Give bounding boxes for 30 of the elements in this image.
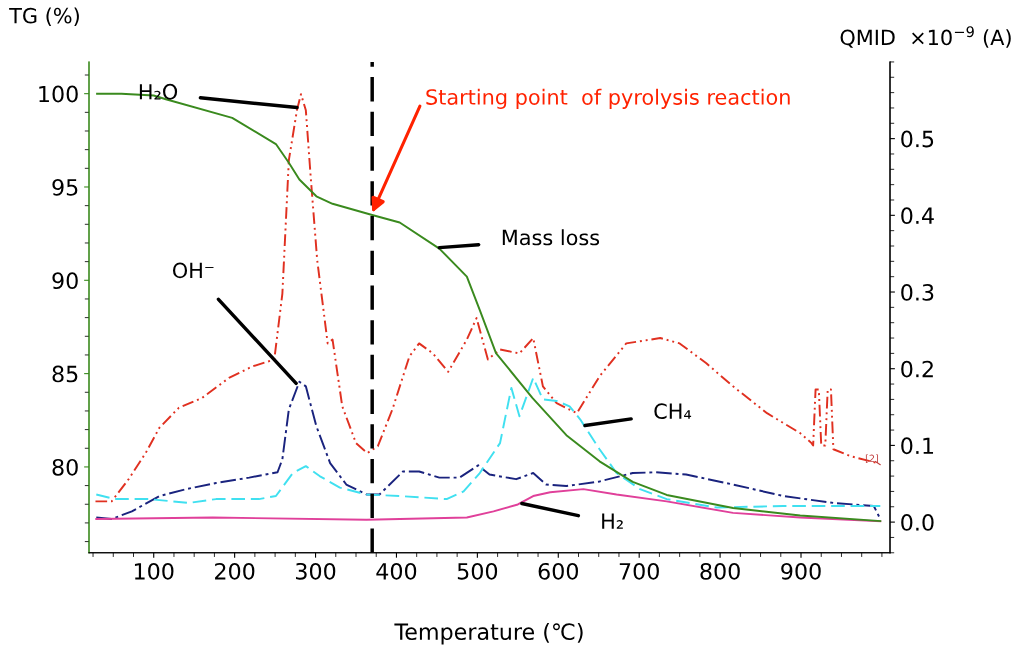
x-tick-label: 200 xyxy=(215,562,255,580)
annotation: CH₄ xyxy=(654,403,692,420)
y-axis-title: TG (%) xyxy=(9,7,79,26)
annotation: H₂O xyxy=(139,83,178,100)
x-tick-label: 900 xyxy=(781,562,821,580)
x-tick-label: 400 xyxy=(376,562,417,580)
annotation: Mass loss xyxy=(502,229,600,246)
annotation: OH⁻ xyxy=(172,262,214,279)
y2-tick-label: 0.2 xyxy=(901,360,933,378)
y2-tick-label: 0.5 xyxy=(901,130,934,148)
y2-axis-title: QMID ×10$^{−9}$ (A) xyxy=(840,26,1011,48)
y2-tick-label: 0.4 xyxy=(901,207,934,225)
x-tick-label: 100 xyxy=(134,562,174,580)
x-tick-label: 500 xyxy=(457,562,498,580)
y-tick-label: 80 xyxy=(52,458,78,476)
y2-tick-label: 0.3 xyxy=(901,283,934,301)
x-axis-title: Temperature (℃) xyxy=(394,622,583,645)
y-tick-label: 95 xyxy=(52,178,78,196)
y2-tick-label: 0.1 xyxy=(901,437,934,455)
y-tick-label: 100 xyxy=(39,85,78,103)
annotation: H₂ xyxy=(602,513,623,529)
x-tick-label: 700 xyxy=(619,562,659,580)
x-tick-label: 300 xyxy=(296,562,336,580)
y2-tick-label: 0.0 xyxy=(901,514,934,531)
x-tick-label: 800 xyxy=(700,562,740,580)
x-tick-label: 600 xyxy=(538,562,579,580)
y-tick-label: 85 xyxy=(52,365,78,383)
annotation: Starting point of pyrolysis reaction xyxy=(426,88,790,109)
y-tick-label: 90 xyxy=(52,272,78,290)
annotation: [2] xyxy=(865,454,879,464)
